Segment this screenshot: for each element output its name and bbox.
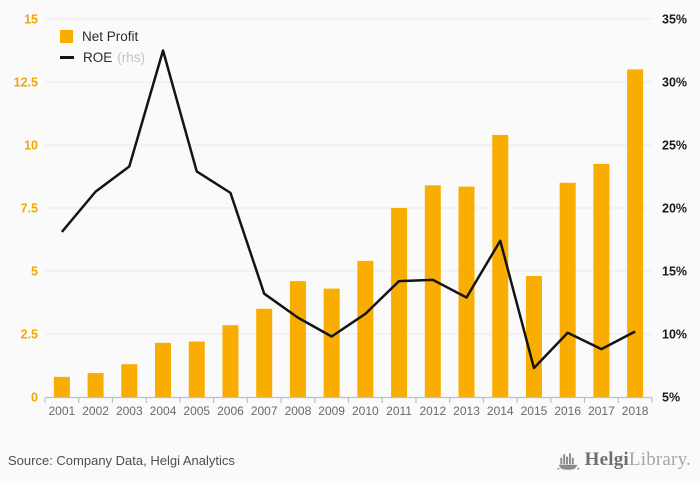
left-axis-label: 0	[31, 391, 38, 405]
x-axis-label: 2002	[82, 404, 109, 418]
helgi-library-logo: HelgiLibrary.	[557, 446, 691, 474]
logo-text-helgi: Helgi	[584, 449, 629, 470]
x-axis-label: 2016	[554, 404, 581, 418]
x-axis-label: 2015	[521, 404, 548, 418]
roe-line	[60, 49, 636, 370]
net-profit-bar-2006	[222, 325, 239, 397]
net-profit-bar-2015	[525, 276, 542, 397]
source-caption: Source: Company Data, Helgi Analytics	[8, 453, 235, 468]
x-axis-label: 2008	[285, 404, 312, 418]
right-axis-label: 15%	[662, 265, 687, 279]
x-axis-label: 2014	[487, 404, 514, 418]
net-profit-bar-2007	[256, 308, 273, 397]
legend-label-roe-suffix: (rhs)	[117, 50, 146, 65]
net-profit-bar-2013	[458, 186, 475, 397]
net-profit-bar-2005	[188, 341, 205, 397]
left-axis-label: 10	[24, 139, 38, 153]
left-axis-label: 5	[31, 265, 38, 279]
legend-item-roe: ROE (rhs)	[60, 47, 145, 68]
net-profit-bar-2001	[53, 376, 70, 397]
roe-line-swatch-icon	[60, 56, 74, 59]
legend-label-net-profit: Net Profit	[82, 29, 139, 44]
x-axis-label: 2013	[453, 404, 480, 418]
legend-item-net-profit: Net Profit	[60, 26, 145, 47]
left-axis-label: 7.5	[21, 202, 38, 216]
net-profit-bar-2017	[593, 163, 610, 397]
legend-label-roe: ROE	[83, 50, 113, 65]
x-axis-label: 2009	[318, 404, 345, 418]
net-profit-swatch-icon	[60, 30, 73, 43]
net-profit-bar-2008	[289, 281, 306, 397]
x-axis-label: 2005	[183, 404, 210, 418]
right-axis-label: 35%	[662, 13, 687, 27]
legend: Net Profit ROE (rhs)	[60, 26, 145, 68]
net-profit-bar-2011	[391, 208, 408, 397]
left-axis-label: 15	[24, 13, 38, 27]
logo-text-library: Library.	[628, 449, 691, 470]
x-axis-label: 2018	[622, 404, 649, 418]
net-profit-bar-2016	[559, 182, 576, 397]
x-axis-label: 2011	[386, 404, 412, 418]
right-axis-label: 10%	[662, 328, 687, 342]
logo-wordmark: HelgiLibrary.	[585, 449, 691, 471]
net-profit-bar-2002	[87, 373, 104, 397]
x-axis-label: 2006	[217, 404, 244, 418]
x-axis-label: 2012	[419, 404, 446, 418]
net-profit-bar-2003	[121, 364, 138, 397]
net-profit-bar-2012	[424, 185, 441, 397]
x-axis-label: 2007	[251, 404, 278, 418]
x-axis-label: 2001	[49, 404, 76, 418]
x-axis-label: 2010	[352, 404, 379, 418]
right-axis-label: 30%	[662, 76, 687, 90]
x-axis-label: 2004	[150, 404, 177, 418]
x-axis-label: 2017	[588, 404, 615, 418]
net-profit-bar-2010	[357, 260, 374, 397]
x-axis-label: 2003	[116, 404, 143, 418]
chart-plot: 0 2.5 5 7.5 10 12.5 15 5% 10% 15% 20% 25% 30% 35% 2001…	[14, 13, 687, 419]
net-profit-bar-2018	[627, 69, 644, 398]
right-axis-label: 25%	[662, 139, 687, 153]
right-axis-label: 5%	[662, 391, 680, 405]
viking-ship-icon	[557, 453, 579, 470]
left-axis-label: 12.5	[14, 76, 38, 90]
left-axis-label: 2.5	[21, 328, 38, 342]
net-profit-bar-2009	[323, 288, 340, 397]
net-profit-bar-2014	[492, 134, 509, 398]
right-axis-label: 20%	[662, 202, 687, 216]
net-profit-bar-2004	[155, 342, 172, 397]
